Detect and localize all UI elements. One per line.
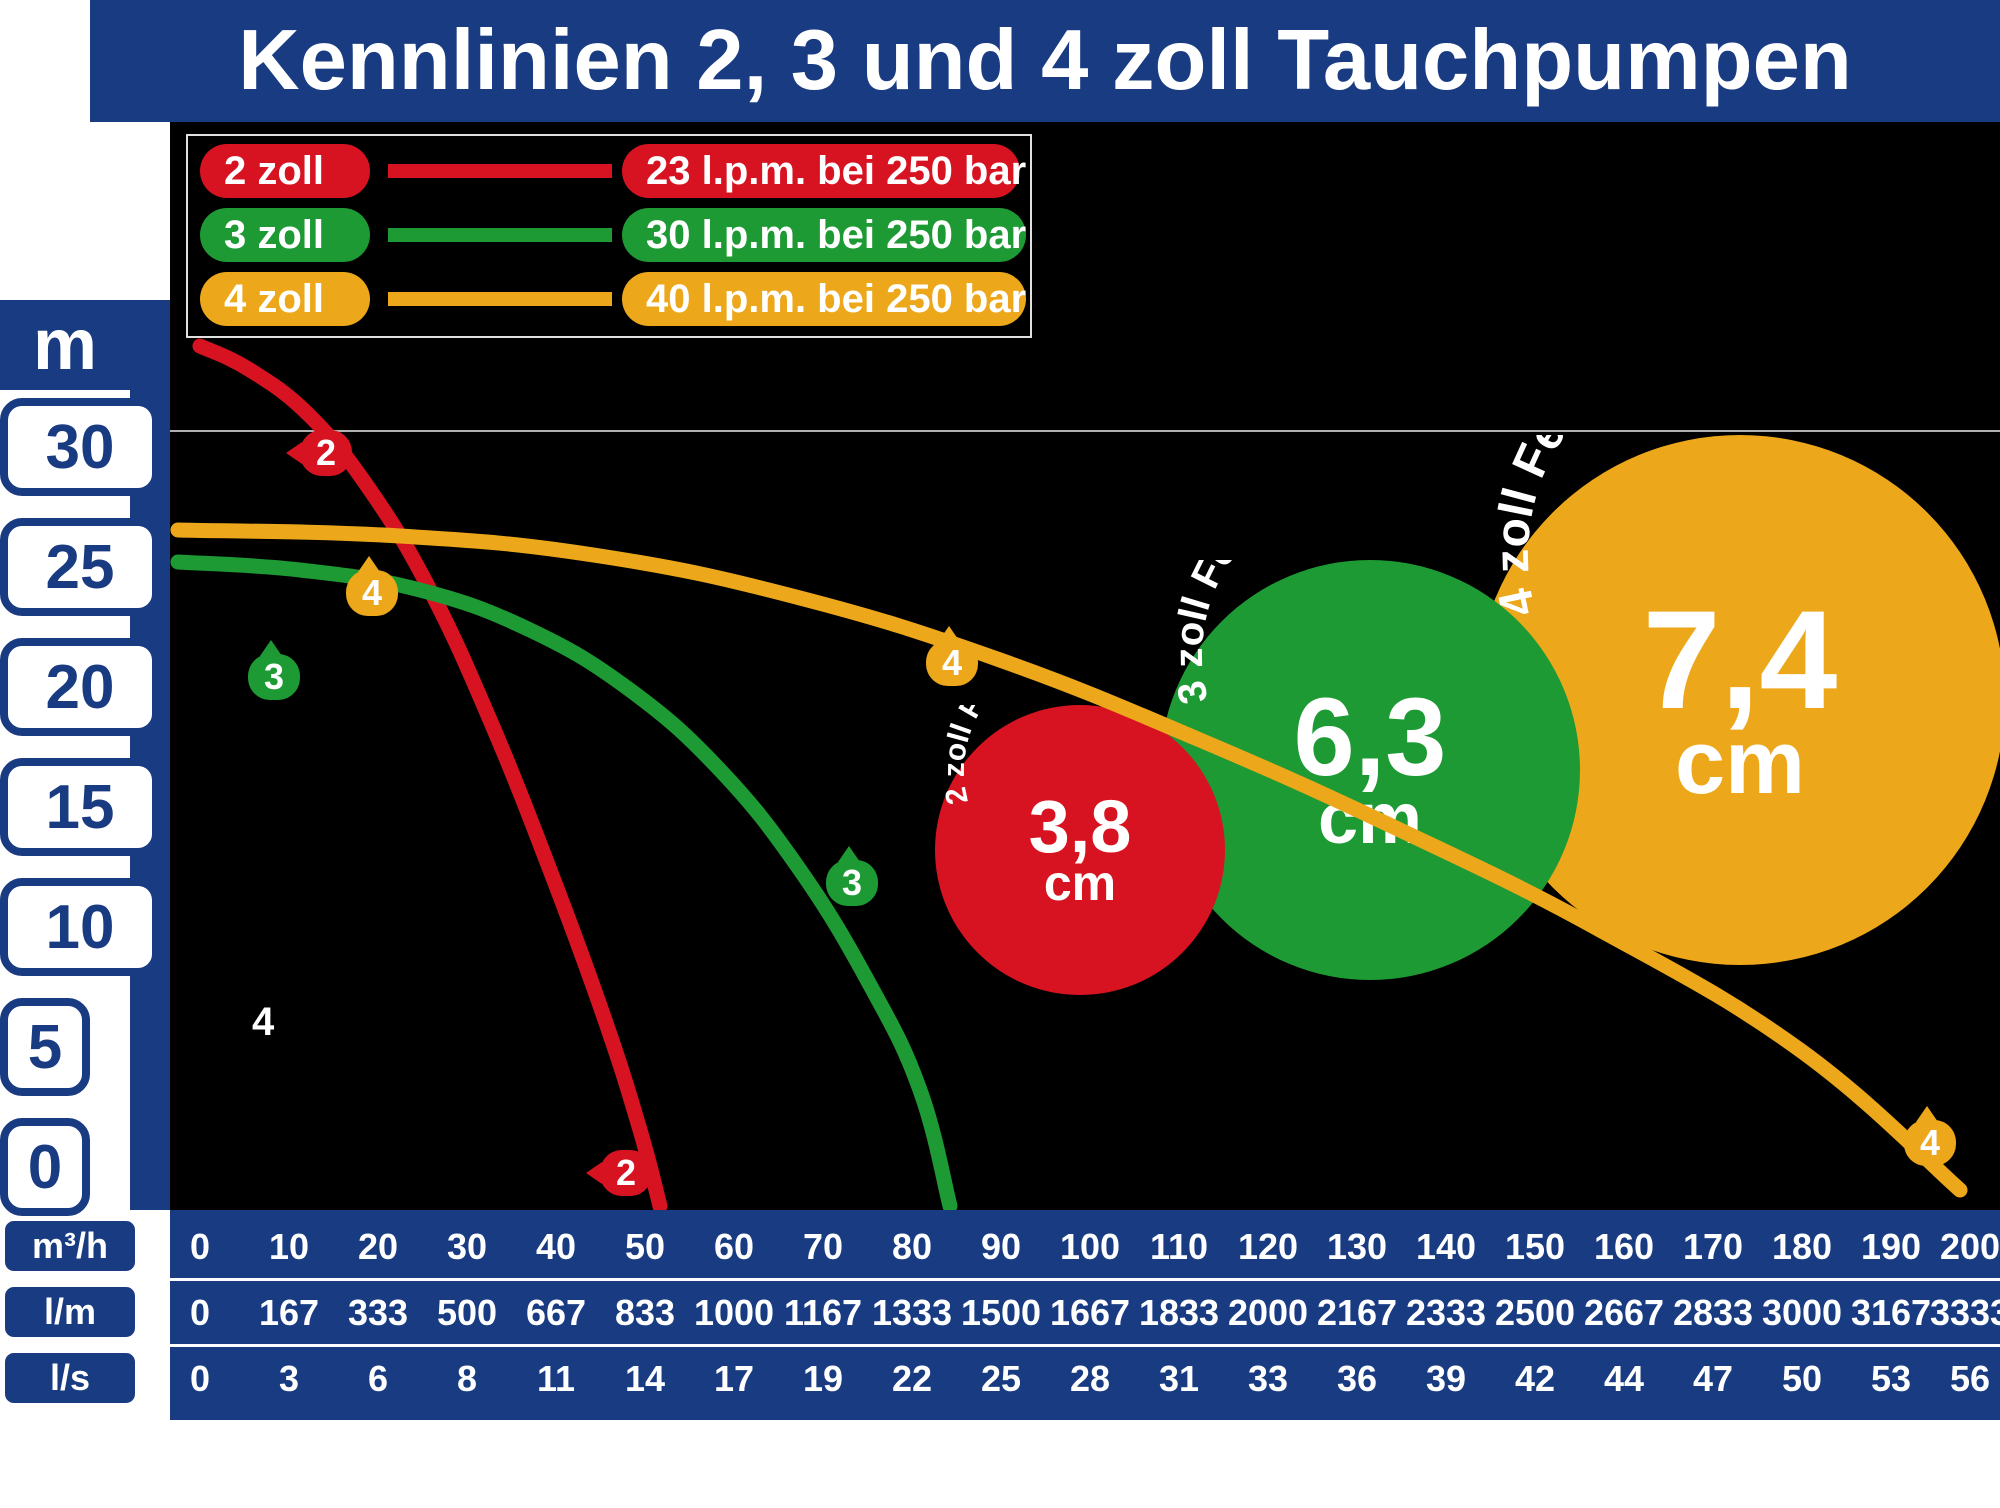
x-tick-value: 1333: [872, 1292, 952, 1334]
x-tick-value: 47: [1693, 1358, 1733, 1400]
curve-label-3-zoll: 3: [248, 654, 300, 700]
x-tick-value: 20: [358, 1226, 398, 1268]
legend-series-label: 2 zoll: [200, 144, 370, 198]
x-tick-value: 333: [348, 1292, 408, 1334]
curve-label-2-zoll: 2: [300, 430, 352, 476]
x-tick-value: 130: [1327, 1226, 1387, 1268]
x-tick-value: 1167: [784, 1292, 862, 1334]
legend-swatch: [388, 164, 612, 178]
legend-series-desc: 30 l.p.m. bei 250 bar: [622, 208, 1026, 262]
legend-swatch: [388, 292, 612, 306]
x-tick-value: 2500: [1495, 1292, 1575, 1334]
x-tick-value: 42: [1515, 1358, 1555, 1400]
x-tick-value: 25: [981, 1358, 1021, 1400]
x-tick-value: 167: [259, 1292, 319, 1334]
x-tick-value: 36: [1337, 1358, 1377, 1400]
x-tick-value: 2167: [1317, 1292, 1397, 1334]
chart-root: Kennlinien 2, 3 und 4 zoll Tauchpumpen m…: [0, 0, 2000, 1508]
x-tick-value: 160: [1594, 1226, 1654, 1268]
x-tick-value: 50: [1782, 1358, 1822, 1400]
x-tick-value: 180: [1772, 1226, 1832, 1268]
x-tick-value: 170: [1683, 1226, 1743, 1268]
x-tick-value: 200: [1940, 1226, 2000, 1268]
legend-series-label: 4 zoll: [200, 272, 370, 326]
stray-label: 4: [252, 1000, 274, 1045]
x-row-separator: [170, 1344, 2000, 1347]
x-tick-value: 0: [190, 1358, 210, 1400]
x-tick-value: 90: [981, 1226, 1021, 1268]
x-tick-value: 22: [892, 1358, 932, 1400]
curve-label-4-zoll: 4: [1904, 1120, 1956, 1166]
x-tick-value: 14: [625, 1358, 665, 1400]
legend-series-desc: 40 l.p.m. bei 250 bar: [622, 272, 1026, 326]
x-tick-value: 28: [1070, 1358, 1110, 1400]
x-tick-value: 30: [447, 1226, 487, 1268]
x-tick-value: 667: [526, 1292, 586, 1334]
x-tick-value: 80: [892, 1226, 932, 1268]
x-tick-value: 2833: [1673, 1292, 1753, 1334]
x-tick-value: 17: [714, 1358, 754, 1400]
x-tick-value: 39: [1426, 1358, 1466, 1400]
curve-label-2-zoll: 2: [600, 1150, 652, 1196]
legend-series-desc: 23 l.p.m. bei 250 bar: [622, 144, 1020, 198]
x-tick-value: 1667: [1050, 1292, 1130, 1334]
x-tick-value: 11: [537, 1358, 575, 1400]
x-tick-value: 50: [625, 1226, 665, 1268]
curve-label-3-zoll: 3: [826, 860, 878, 906]
x-tick-value: 1833: [1139, 1292, 1219, 1334]
x-tick-value: 3: [279, 1358, 299, 1400]
x-tick-value: 8: [457, 1358, 477, 1400]
x-tick-value: 2333: [1406, 1292, 1486, 1334]
x-tick-value: 10: [269, 1226, 309, 1268]
x-tick-value: 500: [437, 1292, 497, 1334]
x-tick-value: 100: [1060, 1226, 1120, 1268]
curve-2-zoll: [200, 346, 660, 1206]
x-tick-value: 6: [368, 1358, 388, 1400]
x-tick-value: 70: [803, 1226, 843, 1268]
x-tick-value: 0: [190, 1226, 210, 1268]
x-tick-value: 2000: [1228, 1292, 1308, 1334]
x-tick-value: 3333: [1930, 1292, 2000, 1334]
x-tick-value: 31: [1159, 1358, 1199, 1400]
x-tick-value: 60: [714, 1226, 754, 1268]
x-tick-value: 56: [1950, 1358, 1990, 1400]
legend-swatch: [388, 228, 612, 242]
x-tick-value: 0: [190, 1292, 210, 1334]
x-tick-value: 3167: [1851, 1292, 1931, 1334]
x-tick-value: 44: [1604, 1358, 1644, 1400]
x-row-separator: [170, 1278, 2000, 1281]
x-tick-value: 1500: [961, 1292, 1041, 1334]
x-tick-value: 53: [1871, 1358, 1911, 1400]
legend-series-label: 3 zoll: [200, 208, 370, 262]
x-tick-value: 120: [1238, 1226, 1298, 1268]
x-row-label: m³/h: [0, 1216, 140, 1276]
x-tick-value: 110: [1150, 1226, 1208, 1268]
x-row-label: l/s: [0, 1348, 140, 1408]
x-tick-value: 2667: [1584, 1292, 1664, 1334]
x-row-label: l/m: [0, 1282, 140, 1342]
x-tick-value: 190: [1861, 1226, 1921, 1268]
x-tick-value: 3000: [1762, 1292, 1842, 1334]
x-tick-value: 33: [1248, 1358, 1288, 1400]
x-tick-value: 140: [1416, 1226, 1476, 1268]
x-tick-value: 1000: [694, 1292, 774, 1334]
x-tick-value: 19: [803, 1358, 843, 1400]
x-tick-value: 40: [536, 1226, 576, 1268]
curve-label-4-zoll: 4: [926, 640, 978, 686]
x-tick-value: 150: [1505, 1226, 1565, 1268]
curve-label-4-zoll: 4: [346, 570, 398, 616]
x-tick-value: 833: [615, 1292, 675, 1334]
